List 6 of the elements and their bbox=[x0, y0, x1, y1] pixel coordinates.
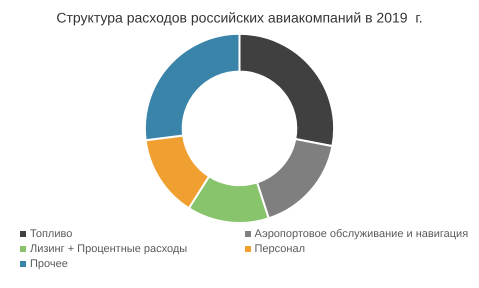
legend-label: Прочее bbox=[30, 258, 68, 270]
chart-title: Структура расходов российских авиакомпаний в 2019 г. bbox=[56, 9, 423, 26]
legend-label: Топливо bbox=[30, 228, 72, 240]
legend-label: Лизинг + Процентные расходы bbox=[30, 243, 188, 255]
legend-label: Аэропортовое обслуживание и навигация bbox=[254, 228, 468, 240]
legend-label: Персонал bbox=[254, 243, 305, 255]
